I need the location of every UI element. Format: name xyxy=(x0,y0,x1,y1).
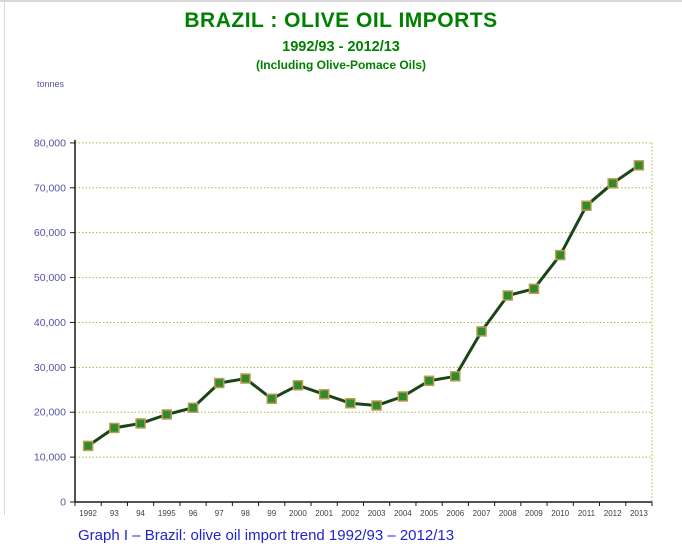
x-axis-label: 2002 xyxy=(341,509,359,518)
page-top-border xyxy=(0,0,682,2)
import-trend-line xyxy=(86,163,641,448)
data-point-marker xyxy=(371,400,382,411)
data-point-marker xyxy=(476,326,487,337)
y-axis-label: 50,000 xyxy=(34,272,66,284)
page-left-border xyxy=(4,2,5,515)
x-axis-label: 2006 xyxy=(446,509,464,518)
x-axis-label: 2010 xyxy=(551,509,569,518)
chart-subtitle: 1992/93 - 2012/13 xyxy=(282,39,400,55)
x-axis-label: 99 xyxy=(267,509,276,518)
data-point-marker xyxy=(266,393,277,405)
chart-title: BRAZIL : OLIVE OIL IMPORTS xyxy=(184,9,498,32)
data-point-marker xyxy=(240,373,251,384)
y-axis-label: 60,000 xyxy=(34,227,66,239)
y-axis-label: 80,000 xyxy=(34,137,66,149)
data-point-marker xyxy=(502,290,513,301)
y-axis-label: 20,000 xyxy=(34,407,66,419)
x-axis-label: 1995 xyxy=(158,509,176,518)
x-axis-label: 1992 xyxy=(79,509,97,518)
data-point-marker xyxy=(554,249,566,261)
data-point-marker xyxy=(187,402,199,413)
x-axis-label: 94 xyxy=(136,509,145,518)
x-axis-label: 2007 xyxy=(473,509,491,518)
x-axis-label: 96 xyxy=(189,509,198,518)
data-point-marker xyxy=(581,200,592,211)
data-point-marker xyxy=(135,418,146,429)
y-axis-label: 0 xyxy=(60,497,66,509)
data-point-marker xyxy=(318,389,330,400)
y-axis-label: 30,000 xyxy=(34,362,66,374)
x-axis-label: 2012 xyxy=(604,509,622,518)
chart-subtitle-note: (Including Olive-Pomace Oils) xyxy=(255,58,427,72)
x-axis-label: 97 xyxy=(215,509,224,518)
y-axis-label: 40,000 xyxy=(34,317,66,329)
data-point-marker xyxy=(109,422,120,434)
x-axis-label: 2003 xyxy=(368,509,386,518)
data-point-marker xyxy=(633,160,645,171)
x-axis-label: 2004 xyxy=(394,509,412,518)
data-point-marker xyxy=(607,178,618,189)
data-point-marker xyxy=(82,440,94,452)
data-point-marker xyxy=(528,283,540,295)
data-point-marker xyxy=(161,409,173,420)
x-axis-label: 93 xyxy=(110,509,119,518)
data-point-marker xyxy=(214,377,225,389)
y-axis-label: 10,000 xyxy=(34,452,66,464)
x-axis-label: 2005 xyxy=(420,509,438,518)
data-point-marker xyxy=(423,375,435,387)
data-point-marker xyxy=(397,391,409,402)
x-axis-label: 2013 xyxy=(630,509,648,518)
x-axis-label: 2008 xyxy=(499,509,517,518)
x-axis-label: 2001 xyxy=(315,509,333,518)
x-axis-label: 2009 xyxy=(525,509,543,518)
x-axis-label: 98 xyxy=(241,509,250,518)
data-point-marker xyxy=(292,380,304,391)
figure-caption: Graph I – Brazil: olive oil import trend… xyxy=(78,527,455,544)
data-point-marker xyxy=(450,371,461,382)
y-axis-unit-label: tonnes xyxy=(37,79,65,89)
x-axis-label: 2011 xyxy=(578,509,596,518)
x-axis-label: 2000 xyxy=(289,509,307,518)
data-point-marker xyxy=(345,397,356,409)
y-axis-label: 70,000 xyxy=(34,182,66,194)
